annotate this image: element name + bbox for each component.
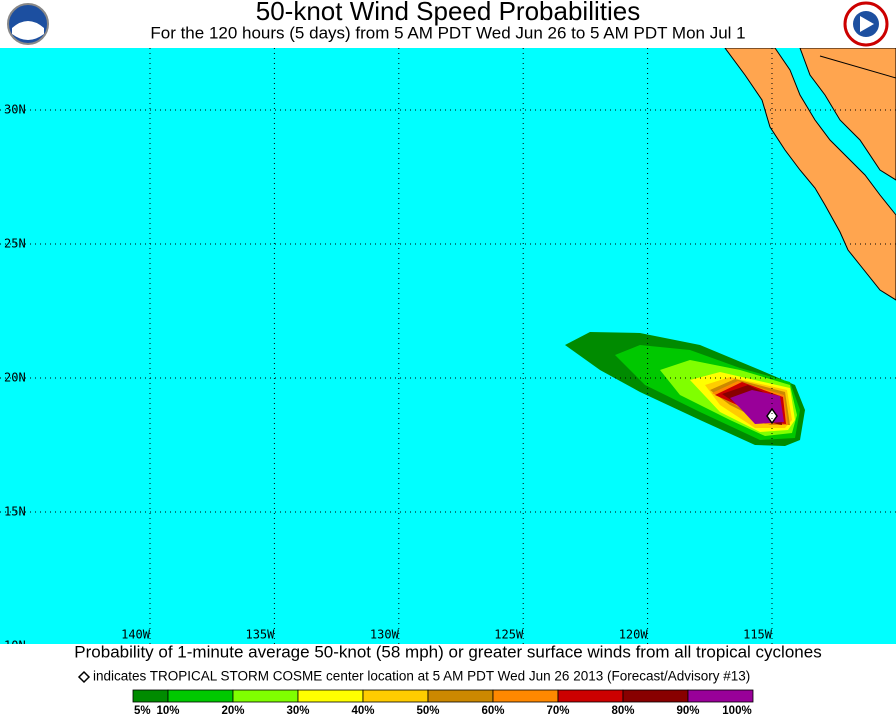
grid: 30N 25N 20N 15N 10N 140W 135W 130W 125W 120W 115W <box>0 48 896 653</box>
lon-label: 115W <box>743 628 773 642</box>
legend-swatch <box>492 689 559 703</box>
lat-label: 25N <box>4 237 26 251</box>
land <box>799 48 896 181</box>
ocean <box>0 48 896 644</box>
legend-swatch <box>297 689 364 703</box>
legend-swatch <box>232 689 299 703</box>
land <box>724 48 896 301</box>
border <box>819 55 896 79</box>
caption-line2: indicates TROPICAL STORM COSME center lo… <box>93 669 750 684</box>
legend-swatch <box>557 689 624 703</box>
title: 50-knot Wind Speed Probabilities <box>256 0 640 26</box>
legend-label: 10% <box>156 705 179 716</box>
lat-label: 15N <box>4 505 26 519</box>
legend-label: 30% <box>286 705 309 716</box>
legend-label: 60% <box>481 705 504 716</box>
noaa-logo <box>7 3 49 45</box>
legend-swatch <box>687 689 754 703</box>
legend-label: 5% <box>134 705 151 716</box>
lat-label: 30N <box>4 103 26 117</box>
legend-label: 50% <box>416 705 439 716</box>
legend-swatch <box>427 689 494 703</box>
lon-label: 130W <box>370 628 400 642</box>
lon-label: 140W <box>121 628 151 642</box>
map: 30N 25N 20N 15N 10N 140W 135W 130W 125W 120W 115W <box>0 48 896 653</box>
lon-label: 120W <box>619 628 649 642</box>
legend-label: 80% <box>611 705 634 716</box>
storm-symbol <box>77 670 91 684</box>
subtitle: For the 120 hours (5 days) from 5 AM PDT… <box>150 23 745 42</box>
lon-label: 135W <box>245 628 275 642</box>
legend-swatch <box>132 689 169 703</box>
legend-label: 90% <box>676 705 699 716</box>
nws-logo <box>843 1 889 47</box>
lat-label: 10N <box>4 639 26 653</box>
legend-label: 100% <box>722 705 751 716</box>
lon-label: 125W <box>494 628 524 642</box>
legend: 5% 10% 20% 30% 40% 50% 60% 70% 80% 90% 100% <box>132 689 754 716</box>
legend-swatch <box>167 689 234 703</box>
lat-label: 20N <box>4 371 26 385</box>
legend-swatch <box>362 689 429 703</box>
legend-swatch <box>622 689 689 703</box>
legend-label: 70% <box>546 705 569 716</box>
legend-label: 20% <box>221 705 244 716</box>
caption-line1: Probability of 1-minute average 50-knot … <box>74 642 821 661</box>
legend-label: 40% <box>351 705 374 716</box>
